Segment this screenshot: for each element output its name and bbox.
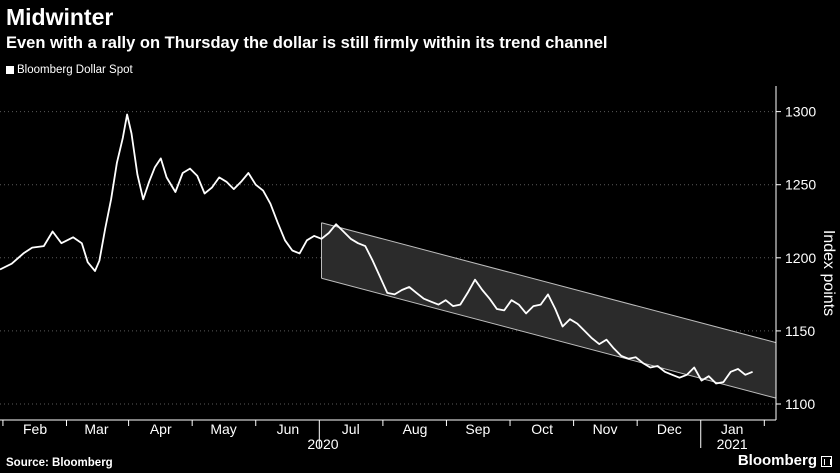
trend-channel: [321, 222, 777, 399]
x-tick-label: Jul: [342, 421, 360, 437]
x-tick-label: May: [210, 421, 236, 437]
x-tick-label: Nov: [593, 421, 618, 437]
x-tick-label: Aug: [403, 421, 428, 437]
series-line-dollar-spot: [0, 113, 753, 385]
legend-swatch: [6, 66, 14, 74]
y-tick-label: 1100: [785, 396, 815, 412]
x-tick-label: Feb: [23, 421, 47, 437]
axes: 1100 1150 1200 1250 1300 Index points Feb Mar Ap…: [0, 86, 837, 452]
x-tick-label: Dec: [657, 421, 682, 437]
channel-fill: [321, 222, 776, 399]
x-tick-label: Jan: [721, 421, 744, 437]
y-axis-title: Index points: [820, 230, 837, 316]
x-tick-label: Mar: [84, 421, 108, 437]
chart-subtitle: Even with a rally on Thursday the dollar…: [6, 34, 608, 52]
legend-label: Bloomberg Dollar Spot: [17, 64, 133, 76]
y-tick-label: 1300: [785, 104, 816, 120]
bloomberg-logo: Bloomberg: [738, 452, 832, 470]
y-tick-label: 1150: [785, 323, 815, 339]
source-note: Source: Bloomberg: [6, 457, 113, 469]
series-layer: [0, 113, 753, 385]
brand-label: Bloomberg: [737, 452, 817, 469]
x-tick-label: Oct: [531, 421, 553, 437]
channel-upper-bound: [321, 222, 777, 344]
y-tick-label: 1250: [785, 177, 816, 193]
legend: Bloomberg Dollar Spot: [6, 63, 133, 77]
year-label: 2021: [717, 436, 748, 452]
bar-chart-icon: [821, 455, 832, 467]
x-tick-label: Apr: [150, 421, 172, 437]
x-tick-label: Sep: [465, 421, 490, 437]
y-tick-label: 1200: [785, 250, 816, 266]
year-label: 2020: [307, 436, 338, 452]
x-tick-label: Jun: [277, 421, 300, 437]
chart-title: Midwinter: [6, 4, 114, 30]
